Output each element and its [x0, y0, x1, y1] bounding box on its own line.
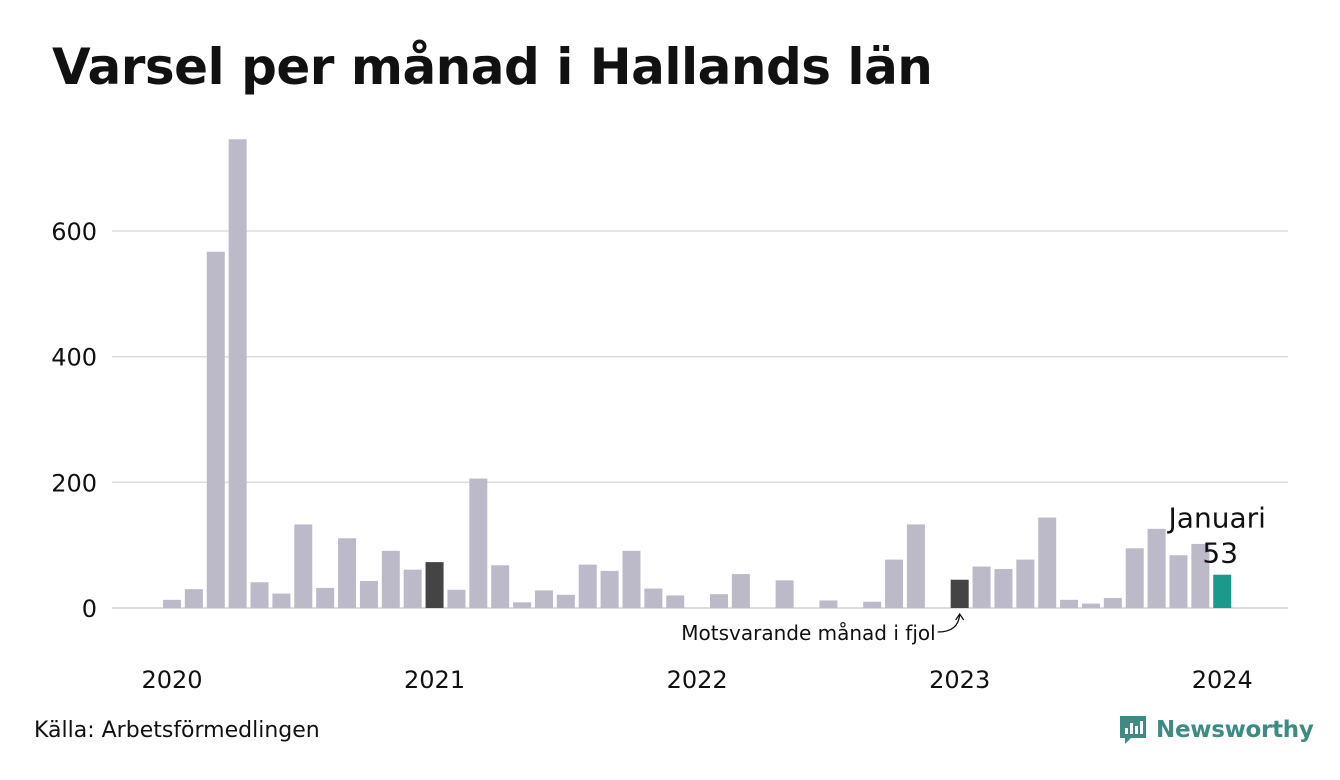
bar	[863, 601, 882, 608]
x-tick-label: 2020	[141, 666, 202, 694]
bar	[206, 251, 225, 609]
bar	[1060, 599, 1079, 608]
y-tick-label: 0	[82, 595, 97, 623]
gridlines	[112, 230, 1288, 609]
bar	[381, 550, 400, 608]
bar	[600, 570, 619, 608]
y-axis-ticks: 0 200 400 600	[51, 218, 97, 623]
bar	[994, 569, 1013, 608]
chart-title: Varsel per månad i Hallands län	[52, 38, 933, 96]
bar	[338, 538, 357, 608]
x-axis-ticks: 2020 2021 2022 2023 2024	[141, 666, 1252, 694]
bar	[1125, 548, 1144, 608]
bar	[228, 139, 247, 608]
bar	[534, 590, 553, 608]
bar	[1103, 597, 1122, 608]
bar	[666, 595, 685, 608]
y-tick-label: 200	[51, 469, 97, 497]
bar	[622, 550, 641, 608]
comparison-arrowhead	[955, 612, 965, 621]
comparison-note: Motsvarande månad i fjol	[681, 621, 935, 645]
bar	[1191, 543, 1210, 608]
highlight-month-label: Januari	[1167, 502, 1266, 535]
x-tick-label: 2023	[929, 666, 990, 694]
annotations: Januari 53 Motsvarande månad i fjol	[681, 502, 1266, 645]
bar	[1147, 528, 1166, 608]
bar	[316, 587, 335, 608]
x-tick-label: 2021	[404, 666, 465, 694]
bar	[163, 599, 181, 608]
bar	[447, 589, 466, 608]
bar	[731, 574, 750, 608]
comparison-bar	[950, 579, 969, 608]
bar	[1169, 555, 1188, 608]
bar	[556, 594, 575, 608]
bar	[272, 593, 291, 608]
x-tick-label: 2024	[1192, 666, 1253, 694]
bars	[163, 139, 1232, 609]
bar	[710, 594, 728, 608]
bar	[469, 478, 488, 608]
bar	[819, 600, 838, 608]
bar	[972, 566, 991, 608]
bar	[359, 580, 378, 608]
bar	[775, 580, 794, 608]
comparison-bar	[425, 562, 444, 608]
bar	[184, 589, 203, 608]
brand-name: Newsworthy	[1156, 717, 1314, 743]
highlight-bar	[1213, 574, 1232, 608]
bar	[250, 582, 269, 608]
bar	[578, 564, 597, 608]
newsworthy-logo-icon	[1120, 716, 1146, 744]
bar	[403, 569, 422, 608]
x-tick-label: 2022	[667, 666, 728, 694]
y-tick-label: 400	[51, 344, 97, 372]
y-tick-label: 600	[51, 218, 97, 246]
bar	[513, 602, 532, 608]
bar	[885, 559, 904, 608]
highlight-value-label: 53	[1202, 537, 1238, 570]
bar	[1016, 559, 1035, 608]
bar	[491, 565, 510, 608]
bar	[906, 524, 925, 608]
bar	[644, 588, 663, 608]
bar	[1038, 517, 1057, 608]
bar	[294, 524, 313, 608]
comparison-arrow	[937, 613, 961, 633]
source-note: Källa: Arbetsförmedlingen	[34, 718, 320, 743]
bar	[1081, 603, 1100, 608]
brand-logo: Newsworthy	[1118, 714, 1314, 746]
